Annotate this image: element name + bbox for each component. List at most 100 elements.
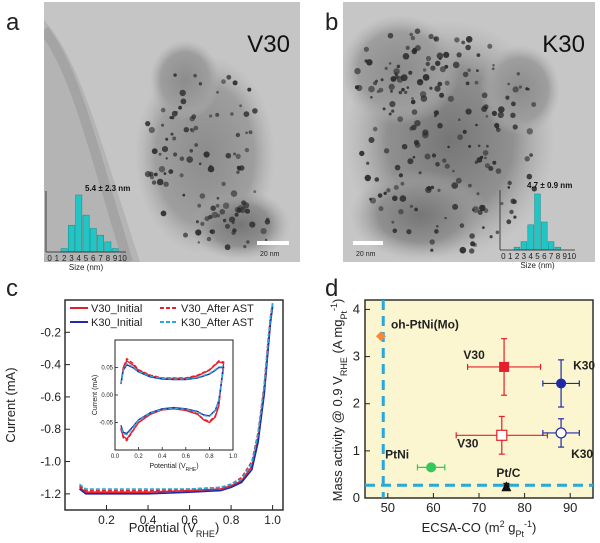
x-tick-label: 60 [426,500,440,515]
point-k30 [555,427,567,439]
nanoparticle [178,105,183,110]
y-tick-label: 4 [353,301,360,316]
nanoparticle [225,152,232,159]
nanoparticle [389,101,396,108]
series-k30-after-ast [79,303,274,490]
panel-d-xlabel: ECSA-CO (m2 gPt-1) [422,519,537,539]
nanoparticle [156,178,164,186]
nanoparticle [230,190,238,197]
nanoparticle [429,239,435,245]
nanoparticle [236,170,240,174]
nanoparticle [179,173,184,178]
histogram-tick-label: 10 [118,254,127,263]
nanoparticle [165,137,169,141]
nanoparticle [234,212,239,217]
nanoparticle [433,36,440,42]
x-tick-label: 0.8 [223,513,240,527]
histogram-tick-label: 0 [501,252,506,261]
nanoparticle [179,89,186,97]
nanoparticle [203,151,210,158]
inset-y-tick-label: 0.00 [101,393,113,399]
nanoparticle [531,186,537,192]
nanoparticle [435,60,441,66]
panel-a-histogram: 0 1 2 3 4 5 6 7 8 9 10 Size (nm) [45,191,127,272]
point-ptni-label: PtNi [385,447,409,461]
nanoparticle [210,205,216,211]
nanoparticle [183,232,188,238]
nanoparticle [356,84,363,92]
nanoparticle [456,52,462,58]
nanoparticle [393,185,399,190]
histogram-tick-label: 7 [98,254,103,263]
nanoparticle [506,219,512,225]
nanoparticle [244,208,251,214]
nanoparticle [430,248,434,252]
nanoparticle [382,107,386,111]
nanoparticle [439,66,446,73]
point-v30-label: V30 [463,348,485,362]
nanoparticle [249,221,256,228]
nanoparticle [409,32,414,37]
inset-y-tick-label: -0.05 [99,421,113,427]
nanoparticle [149,175,155,180]
legend-v30-after: V30_After AST [181,303,254,315]
histogram-tick-label: 8 [106,254,111,263]
nanoparticle [459,223,465,228]
y-tick-label: 1 [353,443,360,458]
nanoparticle [390,76,397,82]
nanoparticle [469,233,475,239]
histogram-bar [82,214,90,253]
point-v30-label: V30 [457,436,479,450]
nanoparticle [484,163,491,169]
nanoparticle [430,185,435,190]
inset-x-tick-label: 0.0 [111,454,120,460]
nanoparticle [477,210,483,215]
nanoparticle [386,188,391,193]
nanoparticle [422,131,429,139]
nanoparticle [198,162,202,166]
nanoparticle [483,104,489,110]
panel-b-size-annotation: 4.7 ± 0.9 nm [527,181,572,190]
nanoparticle [465,36,473,43]
nanoparticle [399,195,407,202]
nanoparticle [248,130,253,135]
y-tick-label: -0.8 [40,422,61,436]
nanoparticle [400,181,405,186]
nanoparticle [241,200,247,206]
nanoparticle [406,229,412,235]
nanoparticle [513,215,517,219]
panel-d-plot: oh-PtNi(Mo) V30 K30 V30 K30 PtNi Pt/C [365,300,595,498]
nanoparticle [229,216,236,223]
nanoparticle [161,146,169,153]
nanoparticle [425,55,432,62]
panel-a-label: a [6,9,20,36]
nanoparticle [426,186,432,191]
nanoparticle [368,137,375,143]
nanoparticle [411,124,417,131]
histogram-tick-label: 8 [556,252,561,261]
panel-a-tem-image [44,2,300,262]
y-tick-label: -0.4 [40,358,61,372]
nanoparticle [230,112,234,116]
nanoparticle [161,123,165,127]
panel-b-scale-bar-label: 20 nm [356,251,376,258]
point-v30 [496,429,508,441]
nanoparticle [526,173,533,180]
nanoparticle [465,44,471,51]
nanoparticle [372,126,378,132]
panel-c-series [79,303,274,495]
nanoparticle [253,190,257,194]
nanoparticle [424,153,431,160]
nanoparticle [428,33,434,40]
nanoparticle [186,156,193,163]
nanoparticle [402,53,410,60]
nanoparticle [477,144,481,148]
nanoparticle [433,110,439,116]
nanoparticle [476,157,483,163]
nanoparticle [481,92,488,99]
nanoparticle [158,152,162,156]
histogram-xlabel: Size (nm) [520,261,555,270]
panel-b-scale-bar [353,241,383,245]
nanoparticle [505,95,510,100]
